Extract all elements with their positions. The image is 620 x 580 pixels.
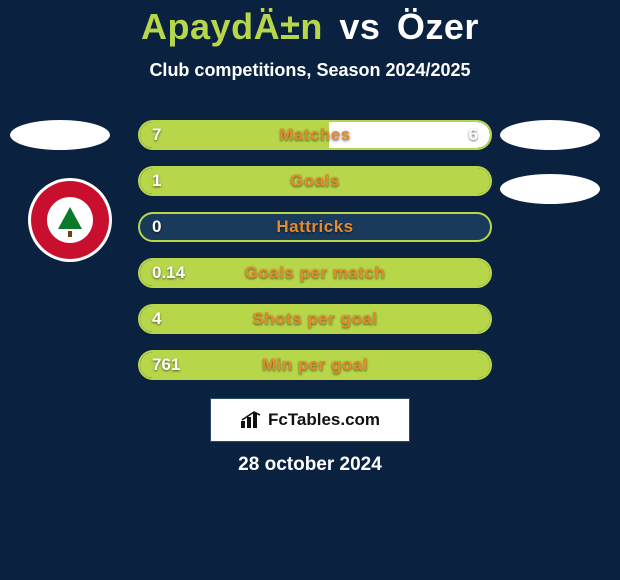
- stat-row-shots-per-goal: 4 Shots per goal: [138, 304, 492, 334]
- subtitle: Club competitions, Season 2024/2025: [0, 60, 620, 81]
- chart-icon: [240, 411, 264, 429]
- fctables-banner[interactable]: FcTables.com: [210, 398, 410, 442]
- stat-label: Goals: [140, 168, 490, 194]
- stat-row-goals: 1 Goals: [138, 166, 492, 196]
- player1-name: ApaydÄ±n: [141, 6, 323, 47]
- stat-row-min-per-goal: 761 Min per goal: [138, 350, 492, 380]
- player2-club-placeholder: [500, 174, 600, 204]
- date-text: 28 october 2024: [0, 454, 620, 476]
- stat-value-right: 6: [469, 122, 478, 148]
- stats-container: 7 Matches 6 1 Goals 0 Hattricks 0.14 Goa…: [138, 120, 492, 396]
- stat-label: Shots per goal: [140, 306, 490, 332]
- player2-avatar-placeholder: [500, 120, 600, 150]
- stat-label: Min per goal: [140, 352, 490, 378]
- player1-avatar-placeholder: [10, 120, 110, 150]
- vs-text: vs: [339, 6, 380, 47]
- stat-label: Matches: [140, 122, 490, 148]
- stat-label: Hattricks: [140, 214, 490, 240]
- player1-club-badge: [28, 178, 112, 262]
- stat-label: Goals per match: [140, 260, 490, 286]
- stat-row-goals-per-match: 0.14 Goals per match: [138, 258, 492, 288]
- banner-text: FcTables.com: [268, 410, 380, 430]
- player2-name: Özer: [397, 6, 479, 47]
- stat-row-hattricks: 0 Hattricks: [138, 212, 492, 242]
- stat-row-matches: 7 Matches 6: [138, 120, 492, 150]
- comparison-title: ApaydÄ±n vs Özer: [0, 0, 620, 48]
